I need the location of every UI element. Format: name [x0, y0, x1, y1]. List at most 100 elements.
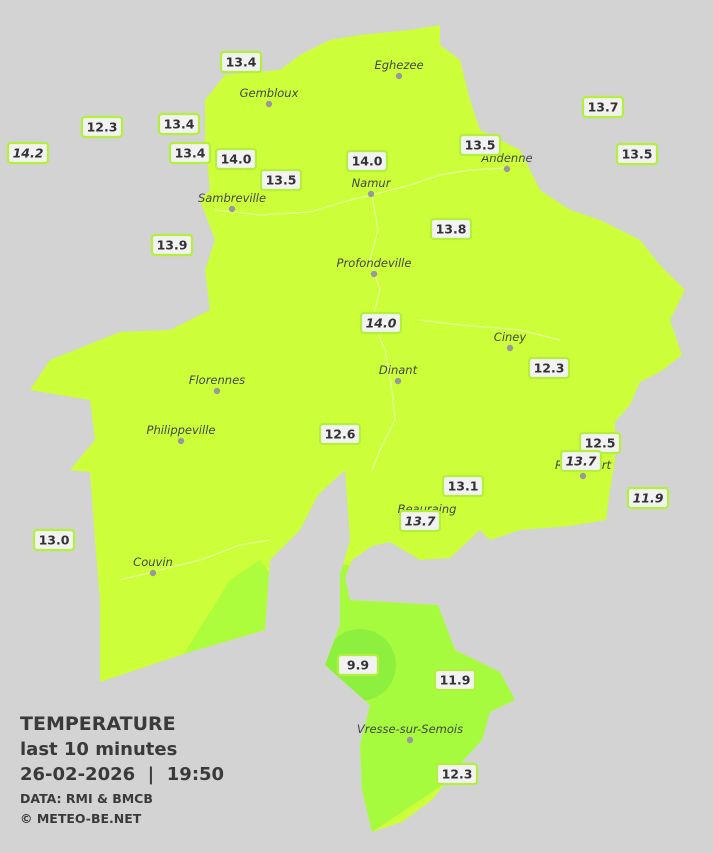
station-badge: 14.0 — [345, 149, 389, 173]
badge-box — [32, 528, 76, 552]
temperature: 13.4 — [175, 146, 206, 161]
station-badge: 11.9 — [433, 668, 477, 692]
badge-box — [441, 474, 485, 498]
city-label: Couvin — [133, 555, 173, 569]
station-badge: 13.5 — [259, 168, 303, 192]
temperature: 12.3 — [87, 120, 118, 135]
station-badge: 13.0 — [32, 528, 76, 552]
station-badge: 13.7 — [581, 95, 625, 119]
station-badge: 13.7 — [398, 509, 442, 533]
station-badge: 12.3 — [80, 115, 124, 139]
city-label: Eghezee — [374, 58, 423, 72]
badge-box — [336, 653, 380, 677]
temperature: 13.7 — [588, 100, 619, 115]
badge-box — [168, 141, 212, 165]
legend-title: TEMPERATURE — [20, 713, 176, 735]
legend: TEMPERATURE last 10 minutes 26-02-2026 |… — [20, 713, 224, 826]
station-badge: 12.5 — [578, 431, 622, 455]
badge-box — [527, 356, 571, 380]
station-badge: 14.2 — [6, 141, 50, 165]
temperature: 9.9 — [347, 658, 369, 673]
station-layer: 13.4 12.3 14.2 13.4 13.4 14.0 13.5 14.0 13.5 13.7… — [6, 50, 670, 786]
badge-box — [345, 149, 389, 173]
badge-box — [219, 50, 263, 74]
temperature: 13.0 — [39, 533, 70, 548]
temperature: 14.0 — [352, 154, 383, 169]
city-dot — [367, 190, 375, 198]
temperature: 12.3 — [442, 767, 473, 782]
city-label: Ciney — [494, 330, 527, 344]
city-label: Gembloux — [240, 86, 299, 100]
legend-source: DATA: RMI & BMCB — [20, 791, 153, 806]
warm-zones — [180, 560, 530, 832]
city-label: Profondeville — [337, 256, 412, 270]
city-label: Sambreville — [198, 191, 266, 205]
city-dot — [503, 165, 511, 173]
station-badge: 13.8 — [429, 217, 473, 241]
badge-box — [398, 509, 442, 533]
city-dot — [370, 270, 378, 278]
city-label: Philippeville — [147, 423, 216, 437]
station-badge: 13.4 — [168, 141, 212, 165]
station-badge: 14.0 — [214, 147, 258, 171]
temperature: 13.7 — [566, 454, 597, 469]
badge-box — [157, 112, 201, 136]
badge-box — [429, 217, 473, 241]
temperature: 13.5 — [622, 147, 653, 162]
city-dot — [395, 72, 403, 80]
badge-box — [626, 486, 670, 510]
temperature: 14.0 — [366, 316, 397, 331]
city-dot — [228, 205, 236, 213]
badge-box — [559, 449, 603, 473]
station-badge: 12.3 — [527, 356, 571, 380]
station-badge: 13.4 — [219, 50, 263, 74]
station-badge: 13.5 — [615, 142, 659, 166]
city-label: Vresse-sur-Semois — [357, 722, 463, 736]
station-badge: 12.3 — [435, 762, 479, 786]
badge-box — [458, 133, 502, 157]
station-badge: 11.9 — [626, 486, 670, 510]
city-label: Dinant — [379, 363, 418, 377]
temperature: 13.7 — [405, 514, 436, 529]
station-badge: 13.1 — [441, 474, 485, 498]
city-dot — [177, 437, 185, 445]
temperature: 11.9 — [633, 491, 664, 506]
temperature: 13.4 — [164, 117, 195, 132]
temperature: 14.2 — [13, 146, 44, 161]
city-dot — [213, 387, 221, 395]
temperature: 14.0 — [221, 152, 252, 167]
badge-box — [581, 95, 625, 119]
badge-box — [433, 668, 477, 692]
city-dot — [506, 344, 514, 352]
station-badge: 13.9 — [150, 233, 194, 257]
city-dot — [579, 472, 587, 480]
legend-subtitle: last 10 minutes — [20, 739, 177, 760]
temperature: 13.9 — [157, 238, 188, 253]
city-label: Namur — [352, 176, 392, 190]
badge-box — [615, 142, 659, 166]
legend-datetime: 26-02-2026 | 19:50 — [20, 764, 224, 785]
temperature: 13.1 — [448, 479, 479, 494]
city-dot — [394, 377, 402, 385]
badge-box — [435, 762, 479, 786]
station-badge: 14.0 — [359, 311, 403, 335]
temperature: 12.6 — [325, 427, 356, 442]
badge-box — [150, 233, 194, 257]
city-dot — [265, 100, 273, 108]
city-dot — [406, 736, 414, 744]
badge-box — [359, 311, 403, 335]
station-badge: 13.4 — [157, 112, 201, 136]
badge-box — [259, 168, 303, 192]
temperature: 12.3 — [534, 361, 565, 376]
station-badge: 12.6 — [318, 422, 362, 446]
station-badge: 13.5 — [458, 133, 502, 157]
badge-box — [6, 141, 50, 165]
temperature: 13.5 — [465, 138, 496, 153]
city-dot — [149, 569, 157, 577]
temperature: 11.9 — [440, 673, 471, 688]
temperature: 13.4 — [226, 55, 257, 70]
temperature: 12.5 — [585, 436, 616, 451]
station-badge: 13.7 — [559, 449, 603, 473]
badge-box — [214, 147, 258, 171]
